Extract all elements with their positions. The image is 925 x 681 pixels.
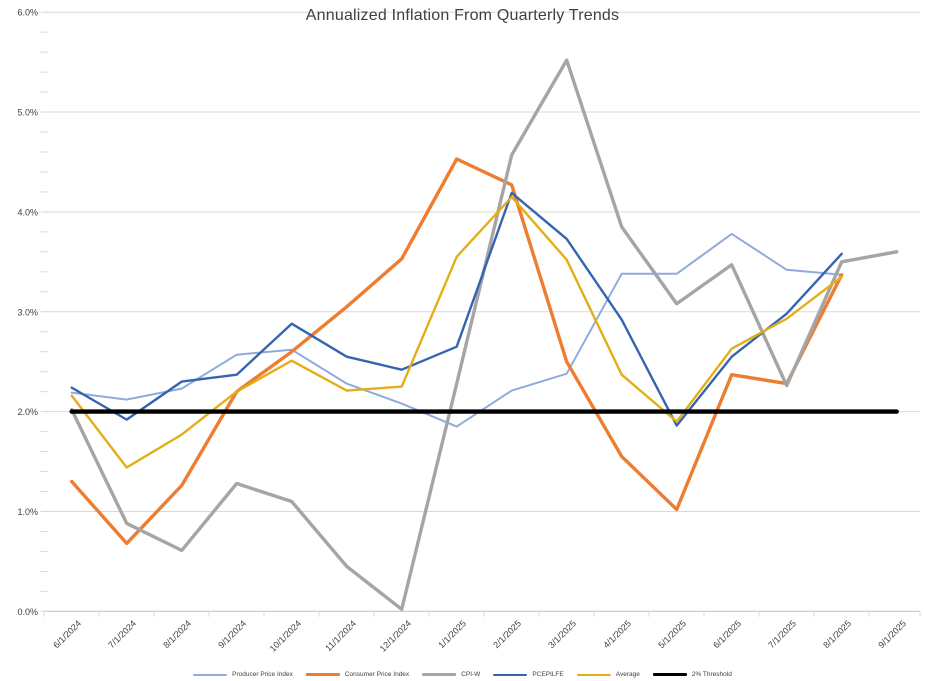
x-tick-label: 12/1/2024 <box>378 618 413 653</box>
legend-swatch-consumer-price-index <box>305 673 340 676</box>
plot-area: 0.0% 1.0% 2.0% 3.0% 4.0% 5.0% 6.0% 6/1/2024 7/1/… <box>17 8 921 654</box>
legend-label-cpi-w: CPI-W <box>461 671 481 678</box>
x-tick-label: 8/1/2024 <box>161 618 193 650</box>
legend-swatch-producer-price-index <box>193 673 228 676</box>
x-tick-label: 9/1/2024 <box>216 618 248 650</box>
x-tick-label: 11/1/2024 <box>323 618 358 653</box>
y-tick-label: 0.0% <box>17 607 38 617</box>
series-line-pcepilfe <box>70 191 843 427</box>
y-tick-label: 2.0% <box>17 407 38 417</box>
legend-item-consumer-price-index: Consumer Price Index <box>305 671 410 678</box>
legend-label-pcepilfe: PCEPILFE <box>532 671 564 678</box>
series-line-consumer-price-index <box>70 157 844 546</box>
x-tick-label: 6/1/2024 <box>51 618 83 650</box>
x-tick-label: 5/1/2025 <box>656 618 688 650</box>
y-tick-label: 3.0% <box>17 307 38 317</box>
x-tick-label: 6/1/2025 <box>711 618 743 650</box>
legend-swatch-2-threshold <box>652 672 687 677</box>
x-tick-label: 8/1/2025 <box>821 618 853 650</box>
series-line-producer-price-index <box>70 232 843 428</box>
legend-item-pcepilfe: PCEPILFE <box>493 671 564 678</box>
x-tick-label: 3/1/2025 <box>546 618 578 650</box>
legend-label-producer-price-index: Producer Price Index <box>232 671 293 678</box>
x-tick-label: 2/1/2025 <box>491 618 523 650</box>
y-tick-label: 5.0% <box>17 108 38 118</box>
x-tick-label: 10/1/2024 <box>268 618 303 653</box>
chart-title: Annualized Inflation From Quarterly Tren… <box>305 7 620 24</box>
legend-swatch-pcepilfe <box>493 673 528 676</box>
x-tick-label: 1/1/2025 <box>436 618 468 650</box>
y-tick-label: 6.0% <box>17 8 38 18</box>
x-tick-label: 7/1/2024 <box>106 618 138 650</box>
x-tick-label: 4/1/2025 <box>601 618 633 650</box>
x-tick-label: 9/1/2025 <box>876 618 908 650</box>
legend-item-average: Average <box>576 671 640 678</box>
y-tick-label: 1.0% <box>17 507 38 517</box>
legend-item-2-threshold: 2% Threshold <box>652 671 732 678</box>
y-tick-label: 4.0% <box>17 207 38 217</box>
legend-swatch-average <box>576 673 611 676</box>
series-line-average <box>70 195 843 469</box>
legend-label-average: Average <box>615 671 640 678</box>
legend-item-producer-price-index: Producer Price Index <box>193 671 293 678</box>
legend-label-2-threshold: 2% Threshold <box>691 671 732 678</box>
chart-legend: Producer Price Index Consumer Price Index… <box>0 671 925 678</box>
series-line-cpi-w <box>70 58 899 611</box>
x-tick-label: 7/1/2025 <box>766 618 798 650</box>
legend-swatch-cpi-w <box>422 673 457 676</box>
legend-item-cpi-w: CPI-W <box>422 671 480 678</box>
legend-label-consumer-price-index: Consumer Price Index <box>344 671 410 678</box>
